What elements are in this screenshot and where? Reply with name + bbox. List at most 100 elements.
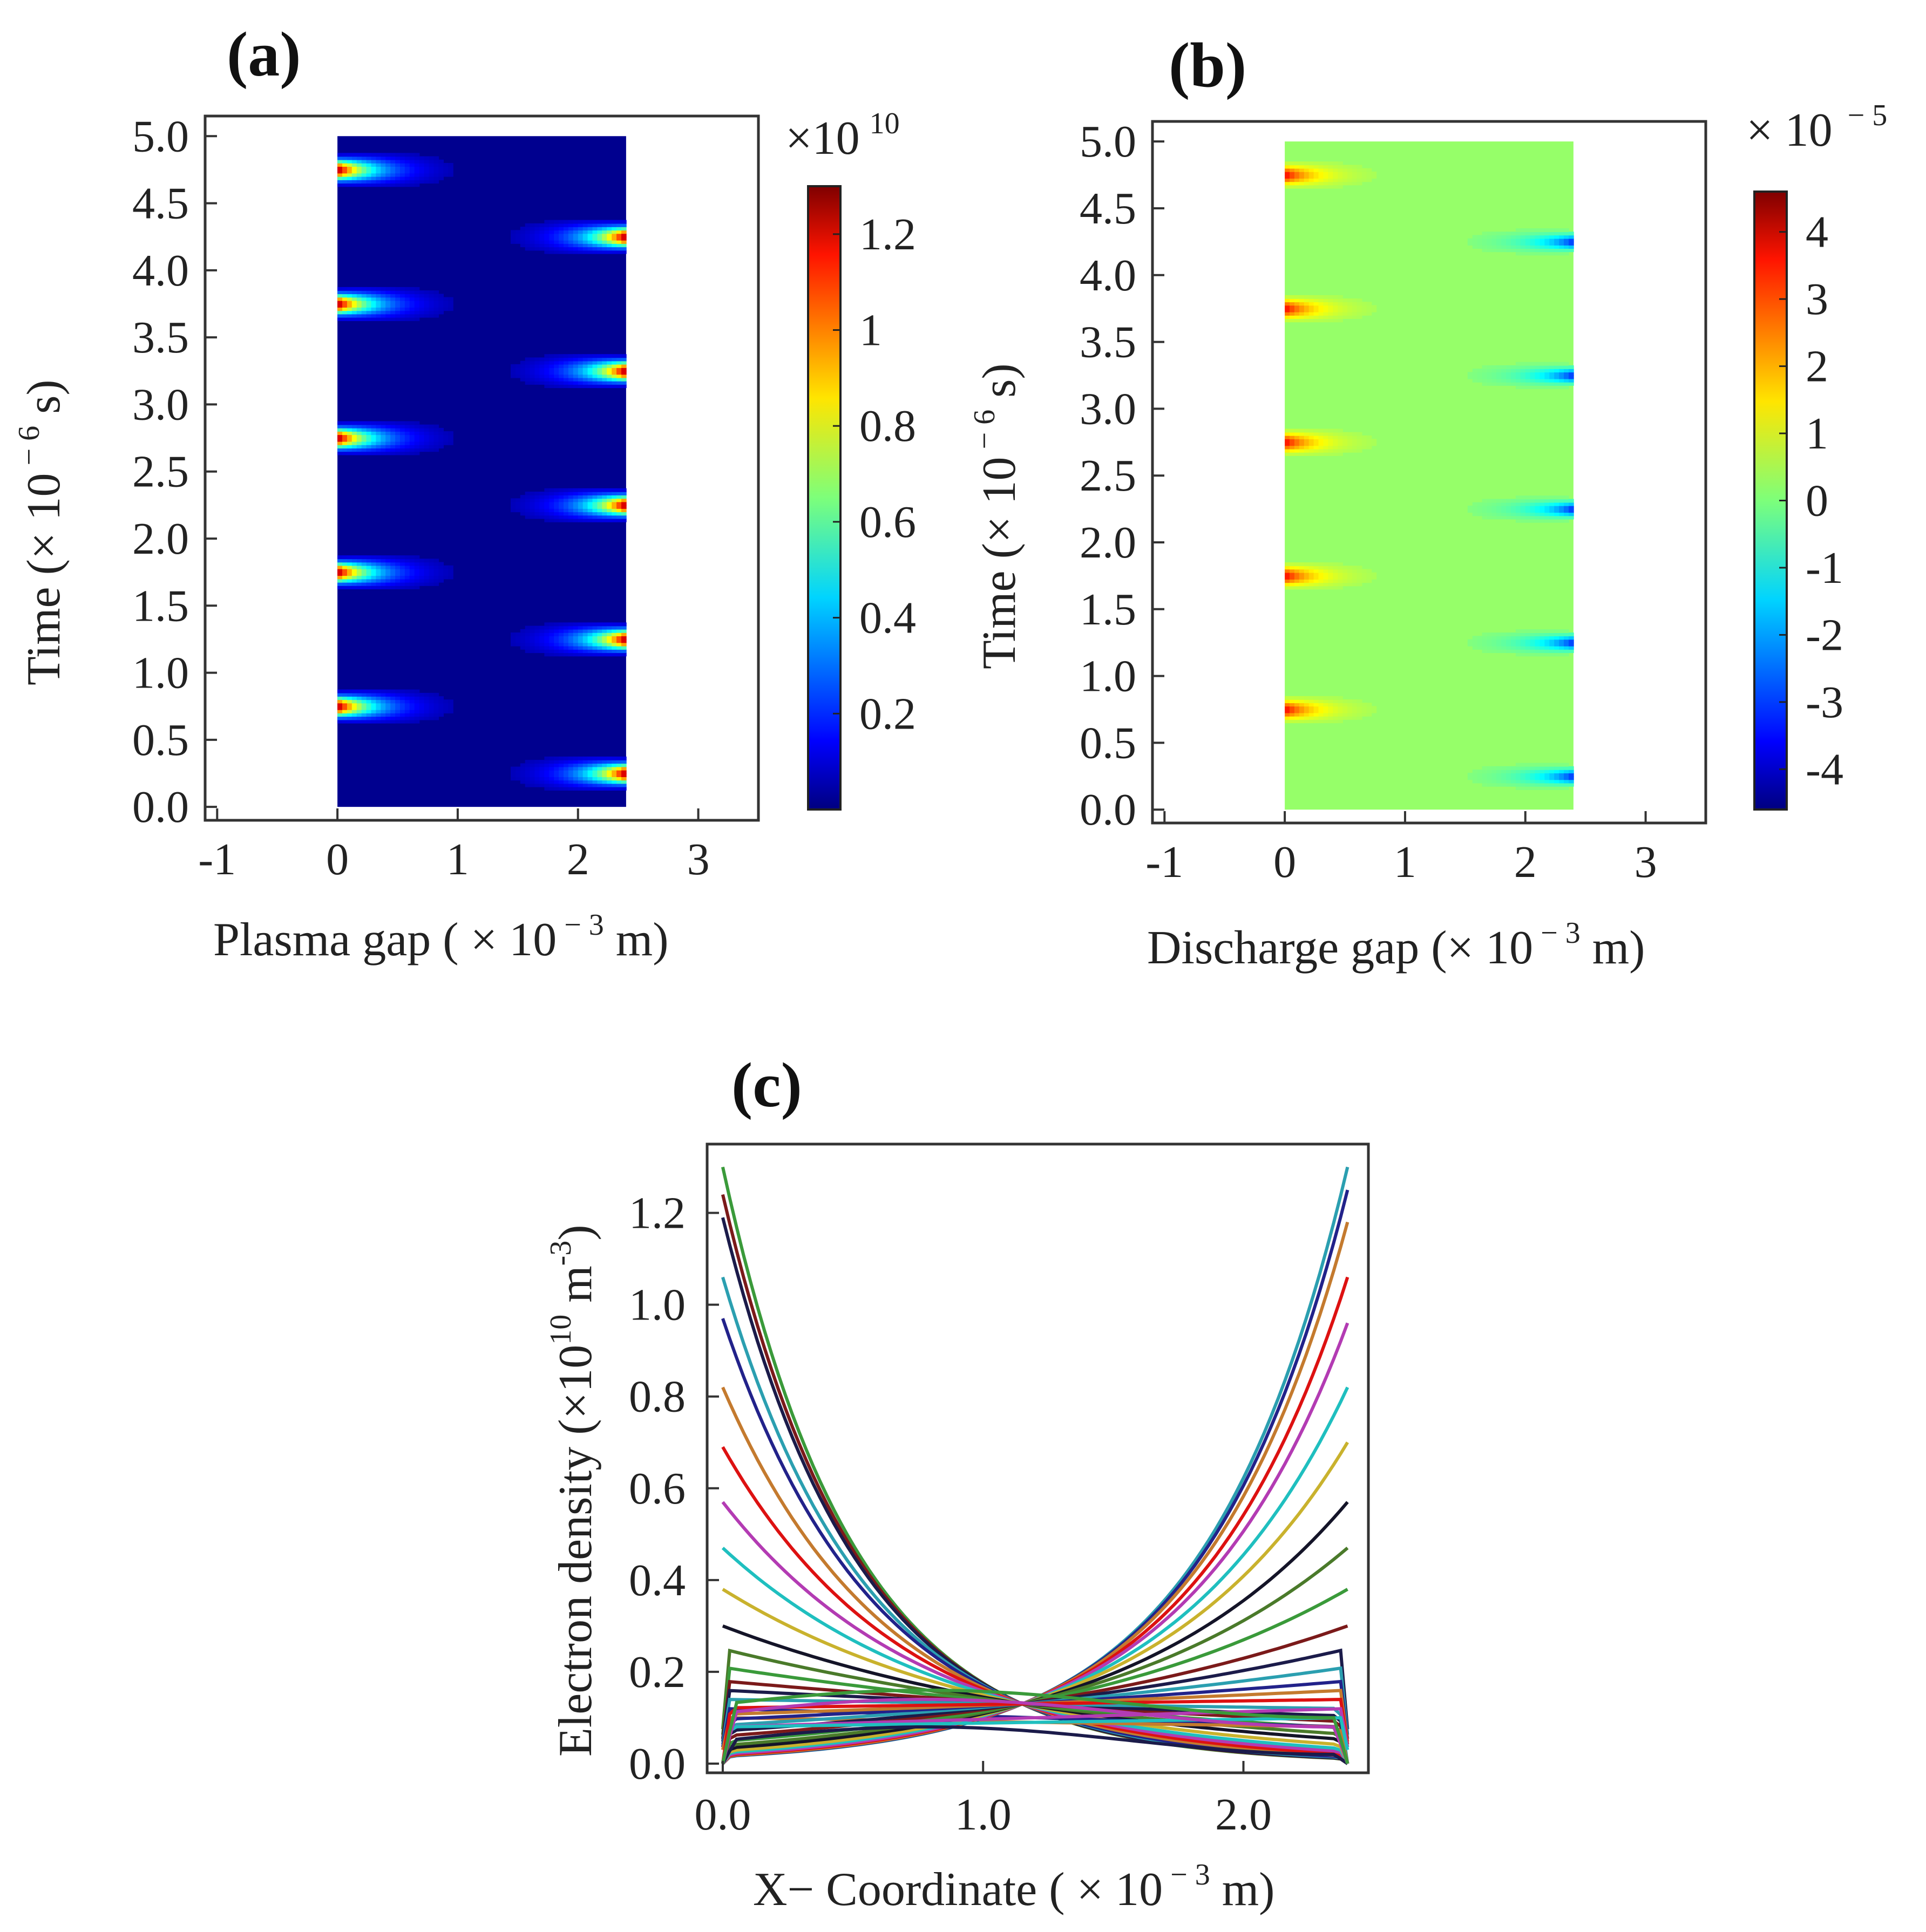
heat-cell bbox=[1333, 696, 1338, 700]
heat-cell bbox=[347, 445, 352, 448]
x-tick-label: 0.0 bbox=[694, 1790, 751, 1840]
heat-cell bbox=[597, 501, 603, 506]
heat-cell bbox=[592, 364, 598, 368]
heat-cell bbox=[1540, 639, 1545, 643]
heat-cell bbox=[419, 445, 425, 448]
heat-cell bbox=[400, 163, 405, 167]
heat-cell bbox=[602, 384, 607, 389]
heat-cell bbox=[1554, 228, 1559, 233]
heat-cell bbox=[520, 374, 526, 378]
heat-cell bbox=[544, 240, 550, 244]
heat-cell bbox=[1496, 235, 1502, 239]
heat-cell bbox=[1564, 766, 1569, 770]
heat-cell bbox=[612, 374, 617, 378]
heat-cell bbox=[1308, 178, 1314, 182]
heat-cell bbox=[592, 488, 598, 492]
heat-cell bbox=[1482, 241, 1488, 246]
heat-cell bbox=[554, 636, 559, 640]
heat-cell bbox=[1323, 175, 1329, 179]
heat-cell bbox=[587, 220, 593, 224]
heat-cell bbox=[371, 713, 377, 717]
heat-cell bbox=[385, 441, 391, 445]
heat-cell bbox=[1496, 645, 1502, 650]
heat-cell bbox=[1535, 645, 1541, 650]
heat-cell bbox=[592, 783, 598, 787]
heat-cell bbox=[1299, 716, 1305, 720]
heat-cell bbox=[582, 649, 588, 654]
heat-cell bbox=[424, 448, 430, 452]
heat-cell bbox=[1347, 432, 1353, 436]
heat-cell bbox=[1328, 569, 1333, 573]
heat-cell bbox=[621, 377, 627, 382]
heat-cell bbox=[1487, 241, 1493, 246]
heat-cell bbox=[1299, 435, 1305, 439]
heat-cell bbox=[424, 703, 430, 707]
heat-cell bbox=[400, 716, 405, 720]
heat-cell bbox=[621, 760, 627, 764]
heat-cell bbox=[582, 505, 588, 509]
heat-cell bbox=[612, 622, 617, 627]
heat-cell bbox=[1554, 639, 1559, 643]
heat-cell bbox=[414, 431, 420, 436]
heat-cell bbox=[1511, 639, 1516, 643]
heat-cell bbox=[592, 518, 598, 522]
heat-cell bbox=[366, 696, 372, 700]
heat-cell bbox=[1328, 572, 1333, 576]
heat-cell bbox=[342, 709, 348, 713]
heat-cell bbox=[607, 636, 612, 640]
heat-cell bbox=[1361, 445, 1367, 450]
heat-cell bbox=[1318, 165, 1324, 169]
heat-cell bbox=[347, 451, 352, 455]
heat-cell bbox=[342, 575, 348, 580]
heat-cell bbox=[1506, 776, 1511, 780]
heat-cell bbox=[1333, 706, 1338, 710]
heat-cell bbox=[530, 374, 535, 378]
heat-cell bbox=[1569, 499, 1574, 503]
heat-cell bbox=[1342, 168, 1348, 172]
heat-cell bbox=[347, 166, 352, 171]
heat-cell bbox=[530, 780, 535, 784]
heat-cell bbox=[578, 240, 584, 244]
heat-cell bbox=[371, 300, 377, 304]
heat-cell bbox=[342, 304, 348, 308]
heat-cell bbox=[424, 307, 430, 311]
heat-cell bbox=[414, 586, 420, 589]
heat-cell bbox=[1472, 509, 1478, 513]
heat-cell bbox=[433, 307, 439, 311]
heat-cell bbox=[1318, 308, 1324, 312]
heat-cell bbox=[1540, 362, 1545, 366]
heat-cell bbox=[539, 632, 545, 636]
heat-cell bbox=[1544, 502, 1550, 506]
heat-cell bbox=[433, 297, 439, 301]
heat-cell bbox=[1472, 372, 1478, 376]
heat-cell bbox=[404, 317, 410, 321]
heat-cell bbox=[404, 431, 410, 436]
heat-cell bbox=[424, 424, 430, 428]
heat-cell bbox=[1535, 235, 1541, 239]
panel-a-y-axis-label: Time (× 10 − 6 s) bbox=[12, 379, 70, 685]
heat-cell bbox=[409, 294, 415, 298]
heat-cell bbox=[602, 786, 607, 791]
heat-cell bbox=[419, 290, 425, 295]
heat-cell bbox=[612, 756, 617, 760]
heat-cell bbox=[414, 424, 420, 428]
heat-cell bbox=[554, 629, 559, 633]
panel-a-colorbar-multiplier: ×10 10 bbox=[785, 107, 900, 165]
heat-cell bbox=[511, 501, 516, 506]
heat-cell bbox=[1506, 783, 1511, 787]
heat-cell bbox=[424, 434, 430, 439]
heat-cell bbox=[371, 572, 377, 576]
heat-cell bbox=[1549, 636, 1555, 640]
heat-cell bbox=[438, 706, 444, 710]
heat-cell bbox=[1544, 783, 1550, 787]
heat-cell bbox=[582, 629, 588, 633]
heat-cell bbox=[424, 699, 430, 704]
heat-cell bbox=[1304, 575, 1310, 580]
heat-cell bbox=[1472, 245, 1478, 249]
heat-cell bbox=[1549, 515, 1555, 520]
heat-cell bbox=[1540, 369, 1545, 373]
heat-cell bbox=[351, 287, 357, 291]
heat-cell bbox=[438, 434, 444, 439]
heat-cell bbox=[409, 317, 415, 321]
heat-cell bbox=[1333, 295, 1338, 299]
